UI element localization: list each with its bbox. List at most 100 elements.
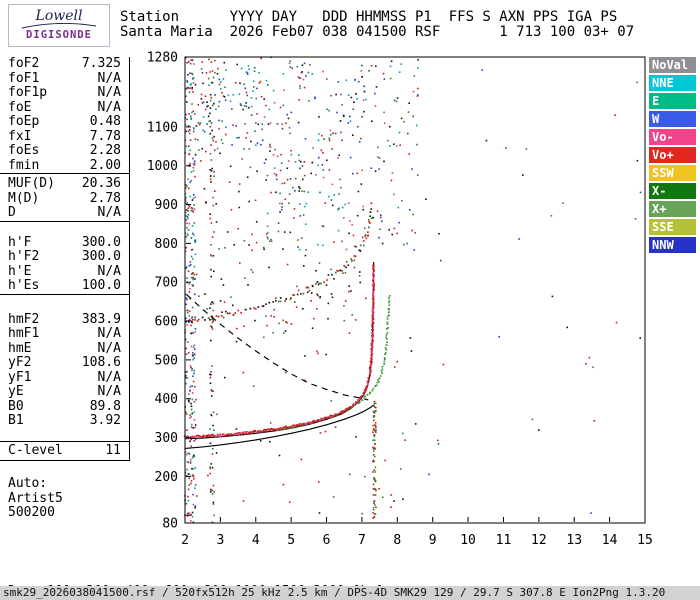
param-row-d: D N/A	[0, 205, 129, 221]
svg-text:1100: 1100	[147, 120, 178, 135]
param-value: 108.6	[81, 355, 121, 370]
param-label: fxI	[8, 128, 32, 144]
param-value: N/A	[97, 340, 121, 356]
param-group: MUF(D) 20.36 M(D) 2.78 D N/A	[0, 176, 129, 222]
param-label: foF1p	[8, 85, 48, 100]
svg-text:1000: 1000	[147, 159, 178, 174]
param-label: yF2	[8, 355, 32, 370]
param-label: yF1	[8, 369, 32, 385]
legend-nne: NNE	[649, 75, 696, 91]
param-row-h-f: h'F 300.0	[0, 234, 129, 251]
param-value: N/A	[97, 205, 121, 220]
param-value: 89.8	[89, 398, 121, 414]
param-label: M(D)	[8, 190, 40, 206]
param-value: 0.48	[89, 114, 121, 129]
param-row-m-d-: M(D) 2.78	[0, 190, 129, 207]
param-row-ye: yE N/A	[0, 384, 129, 400]
param-row-hme: hmE N/A	[0, 340, 129, 357]
param-value: 383.9	[81, 311, 121, 327]
parameter-panel: foF2 7.325 foF1 N/A foF1p N/A foE N/A foEp 0.48 fx…	[0, 56, 130, 461]
legend-ssw: SSW	[649, 165, 696, 181]
param-label: h'F	[8, 234, 32, 250]
param-group: foF2 7.325 foF1 N/A foF1p N/A foE N/A foEp 0.48 fx…	[0, 56, 129, 174]
status-bar: smk29_2026038041500.rsf / 520fx512h 25 k…	[0, 586, 700, 600]
lowell-digisonde-logo: Lowell DIGISONDE	[8, 4, 110, 47]
svg-text:600: 600	[155, 315, 178, 330]
param-value: 2.28	[89, 143, 121, 158]
logo-lowell-text: Lowell	[35, 8, 83, 24]
param-label: B0	[8, 398, 24, 414]
legend-vo-: Vo+	[649, 147, 696, 163]
svg-text:400: 400	[155, 392, 178, 407]
svg-text:2: 2	[181, 533, 189, 548]
legend-x-: X+	[649, 201, 696, 217]
param-row-c-level: C-level 11	[0, 442, 129, 459]
param-value: N/A	[97, 326, 121, 341]
param-row-h-es: h'Es 100.0	[0, 278, 129, 294]
param-value: N/A	[97, 85, 121, 100]
logo-swoosh-icon	[21, 23, 97, 29]
param-group: hmF2 383.9 hmF1 N/A hmE N/A yF2 108.6 yF1 N/A yE N/…	[0, 311, 129, 429]
param-value: 100.0	[81, 278, 121, 293]
param-value: 7.325	[81, 56, 121, 71]
param-label: foEp	[8, 114, 40, 129]
legend-x-: X-	[649, 183, 696, 199]
param-value: N/A	[97, 70, 121, 86]
logo-digisonde-text: DIGISONDE	[26, 29, 92, 41]
param-label: h'Es	[8, 278, 40, 293]
param-value: 2.78	[89, 190, 121, 206]
header-station-values: Santa Maria 2026 Feb07 038 041500 RSF 1 …	[120, 24, 635, 40]
param-row-fmin: fmin 2.00	[0, 157, 129, 174]
param-label: foF1	[8, 70, 40, 86]
param-label: hmF1	[8, 326, 40, 341]
param-value: N/A	[97, 99, 121, 115]
param-label: D	[8, 205, 16, 220]
param-label: foF2	[8, 56, 40, 71]
param-group: C-level 11	[0, 440, 129, 461]
param-label: h'E	[8, 263, 32, 279]
param-value: N/A	[97, 263, 121, 279]
param-label: foE	[8, 99, 32, 115]
param-value: N/A	[97, 369, 121, 385]
auto-scaler-block: Auto: Artist5 500200	[8, 476, 63, 521]
param-row-foep: foEp 0.48	[0, 114, 129, 130]
echo-direction-legend: NoVal NNE E W Vo- Vo+ SSW X- X+ SSE NNW	[649, 57, 697, 255]
svg-text:14: 14	[602, 533, 618, 548]
param-value: 20.36	[81, 176, 121, 191]
auto-line: Auto:	[8, 476, 48, 491]
param-label: h'F2	[8, 249, 40, 264]
param-row-muf-d-: MUF(D) 20.36	[0, 176, 129, 192]
svg-text:800: 800	[155, 237, 178, 252]
param-value: 3.92	[89, 413, 121, 428]
svg-text:300: 300	[155, 431, 178, 446]
param-label: B1	[8, 413, 24, 428]
param-label: fmin	[8, 157, 40, 173]
legend-w: W	[649, 111, 696, 127]
legend-nnw: NNW	[649, 237, 696, 253]
param-value: 11	[105, 442, 121, 458]
param-value: 300.0	[81, 249, 121, 264]
param-label: MUF(D)	[8, 176, 55, 191]
svg-text:13: 13	[566, 533, 582, 548]
legend-sse: SSE	[649, 219, 696, 235]
param-value: 300.0	[81, 234, 121, 250]
svg-text:700: 700	[155, 276, 178, 291]
svg-text:200: 200	[155, 470, 178, 485]
param-row-foe: foE N/A	[0, 99, 129, 116]
svg-text:11: 11	[496, 533, 512, 548]
param-row-b0: B0 89.8	[0, 398, 129, 415]
param-row-fxi: fxI 7.78	[0, 128, 129, 145]
legend-noval: NoVal	[649, 57, 696, 73]
param-label: yE	[8, 384, 24, 399]
svg-text:15: 15	[637, 533, 653, 548]
legend-e: E	[649, 93, 696, 109]
auto-line: Artist5	[8, 490, 63, 506]
svg-text:500: 500	[155, 353, 178, 368]
param-row-h-f2: h'F2 300.0	[0, 249, 129, 265]
svg-text:5: 5	[287, 533, 295, 548]
svg-text:900: 900	[155, 198, 178, 213]
svg-text:3: 3	[216, 533, 224, 548]
param-value: N/A	[97, 384, 121, 399]
